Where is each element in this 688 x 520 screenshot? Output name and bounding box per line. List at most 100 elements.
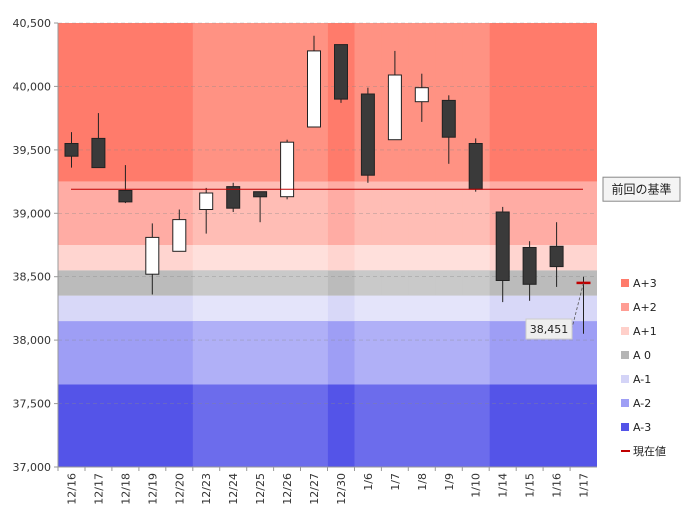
band-4-col-12	[381, 295, 409, 322]
legend-swatch-2	[621, 327, 629, 335]
x-tick-label-8: 12/26	[281, 473, 294, 505]
legend-label-7: 現在値	[633, 445, 666, 458]
band-2-col-5	[192, 245, 221, 271]
y-tick-label-2: 38,000	[13, 334, 52, 347]
x-tick-label-10: 12/30	[335, 473, 348, 505]
annotations: 前回の基準 38,451	[71, 176, 681, 340]
legend-label-0: A+3	[633, 277, 657, 290]
band-0-col-7	[246, 23, 275, 182]
legend-swatch-5	[621, 399, 629, 407]
x-tick-label-7: 12/25	[254, 473, 267, 505]
band-5-col-8	[273, 321, 301, 385]
legend-swatch-4	[621, 375, 629, 383]
y-tick-label-4: 39,000	[13, 207, 52, 220]
band-3-col-12	[381, 270, 409, 296]
price-bands	[58, 23, 597, 467]
candle-body-9	[307, 50, 321, 128]
x-tick-label-15: 1/10	[470, 473, 483, 498]
band-5-col-13	[408, 321, 436, 385]
legend-label-4: A-1	[633, 373, 651, 386]
band-2-col-12	[381, 245, 409, 271]
band-6-col-15	[462, 384, 490, 467]
legend-swatch-6	[621, 423, 629, 431]
current-value-box	[525, 318, 573, 340]
candle-body-10	[334, 44, 348, 100]
legend-label-5: A-2	[633, 397, 651, 410]
candle-body-11	[360, 93, 375, 176]
x-tick-label-11: 1/6	[362, 473, 375, 491]
candle-body-6	[226, 186, 241, 209]
band-3-col-9	[300, 270, 328, 296]
x-tick-label-6: 12/24	[227, 473, 240, 505]
band-2-col-14	[435, 245, 463, 271]
band-6-col-6	[219, 384, 248, 467]
candle-body-15	[468, 143, 483, 190]
legend-label-6: A-3	[633, 421, 651, 434]
band-3-col-5	[192, 270, 221, 296]
x-tick-label-2: 12/18	[119, 473, 132, 505]
x-tick-label-12: 1/7	[389, 473, 402, 491]
x-tick-label-19: 1/17	[578, 473, 591, 498]
x-tick-label-1: 12/17	[92, 473, 105, 505]
band-2-col-9	[300, 245, 328, 271]
x-tick-label-18: 1/16	[551, 473, 564, 498]
candle-body-5	[199, 192, 214, 210]
band-4-col-6	[219, 295, 248, 322]
band-5-col-12	[381, 321, 409, 385]
band-4-col-15	[462, 295, 490, 322]
candle-body-13	[414, 87, 429, 103]
legend: A+3 A+2 A+1 A 0 A-1 A-2 A-3 現在値	[621, 277, 666, 458]
current-value-leader	[571, 282, 584, 329]
band-2-col-13	[408, 245, 436, 271]
band-5-col-14	[435, 321, 463, 385]
legend-swatch-0	[621, 279, 629, 287]
band-6-col-8	[273, 384, 301, 467]
axes: 37,000 37,500 38,000 38,500 39,000 39,500 40,0…	[13, 17, 597, 505]
x-tick-label-5: 12/23	[200, 473, 213, 505]
band-4-col-5	[192, 295, 221, 322]
legend-label-2: A+1	[633, 325, 657, 338]
band-3-col-15	[462, 270, 490, 296]
candle-body-18	[549, 245, 564, 268]
y-tick-label-5: 39,500	[13, 144, 52, 157]
band-4-col-7	[246, 295, 275, 322]
band-2-col-7	[246, 245, 275, 271]
candle-body-3	[145, 236, 160, 275]
band-6-col-13	[408, 384, 436, 467]
band-2-col-11	[354, 245, 382, 271]
band-3-col-8	[273, 270, 301, 296]
band-0-col-5	[192, 23, 221, 182]
y-tick-label-7: 40,500	[13, 17, 52, 30]
candle-body-12	[387, 74, 402, 141]
band-0-col-6	[219, 23, 248, 182]
band-6-col-12	[381, 384, 409, 467]
x-tick-label-3: 12/19	[146, 473, 159, 505]
y-tick-label-0: 37,000	[13, 461, 52, 474]
band-3-col-6	[219, 270, 248, 296]
candles	[64, 35, 591, 334]
band-5-col-9	[300, 321, 328, 385]
x-tick-label-17: 1/15	[524, 473, 537, 498]
band-4-col-14	[435, 295, 463, 322]
band-5-col-7	[246, 321, 275, 385]
band-2-col-6	[219, 245, 248, 271]
y-tick-label-3: 38,500	[13, 271, 52, 284]
candle-body-17	[522, 247, 537, 285]
band-3-col-7	[246, 270, 275, 296]
band-6-col-14	[435, 384, 463, 467]
current-value-label: 38,451	[530, 323, 569, 336]
candle-body-4	[172, 219, 187, 252]
x-tick-label-16: 1/14	[497, 473, 510, 498]
band-5-col-11	[354, 321, 382, 385]
band-2-col-8	[273, 245, 301, 271]
legend-label-1: A+2	[633, 301, 657, 314]
candle-body-7	[253, 191, 268, 198]
x-tick-label-14: 1/9	[443, 473, 456, 491]
band-6-col-7	[246, 384, 275, 467]
band-3-col-13	[408, 270, 436, 296]
band-2-col-15	[462, 245, 490, 271]
legend-label-3: A 0	[633, 349, 651, 362]
candle-body-1	[91, 137, 106, 169]
band-6-col-9	[300, 384, 328, 467]
